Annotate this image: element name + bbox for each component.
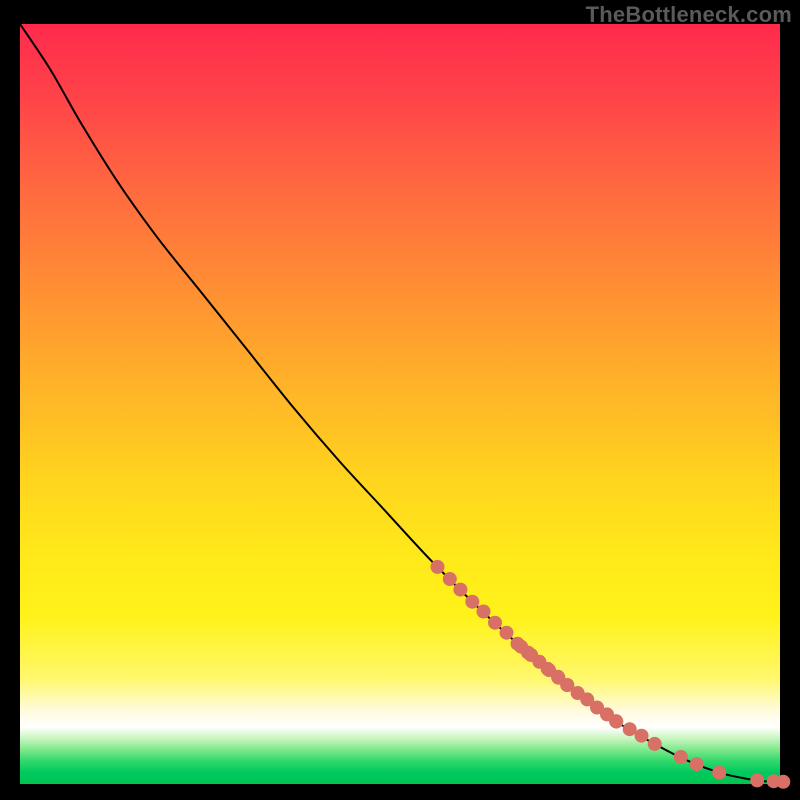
data-point xyxy=(712,766,726,780)
data-point xyxy=(623,722,637,736)
data-point xyxy=(776,775,790,789)
data-point xyxy=(465,595,479,609)
data-point xyxy=(443,572,457,586)
chart-stage: TheBottleneck.com xyxy=(0,0,800,800)
data-point xyxy=(635,729,649,743)
data-point xyxy=(609,714,623,728)
data-point xyxy=(500,626,514,640)
data-point xyxy=(690,757,704,771)
data-point xyxy=(453,583,467,597)
chart-svg xyxy=(0,0,800,800)
data-point xyxy=(750,773,764,787)
data-point xyxy=(477,605,491,619)
plot-background xyxy=(20,24,780,784)
data-point xyxy=(674,750,688,764)
data-point xyxy=(431,560,445,574)
data-point xyxy=(648,737,662,751)
data-point xyxy=(488,616,502,630)
